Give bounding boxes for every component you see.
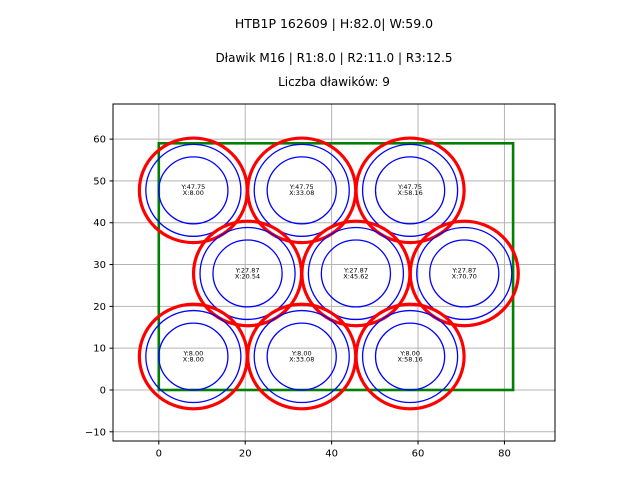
gland-label-y: Y:47.75 [289,183,314,191]
gland-label-y: Y:8.00 [182,349,203,357]
gland-label-y: Y:47.75 [397,183,422,191]
enclosure-rect [157,142,515,392]
gland: Y:47.75X:58.16 [354,136,466,245]
gland-label-x: X:8.00 [183,189,204,197]
gland-circle-r3 [354,302,466,411]
gland-circle-r2 [253,309,350,404]
gland-circle-r1 [320,239,392,308]
gland-circle-r1 [212,239,283,308]
gland-circle-r2 [361,143,459,237]
gland-circle-r1 [158,322,229,391]
gland-circle-r2 [253,143,350,237]
gland: Y:47.75X:8.00 [137,136,249,245]
plot-title: HTB1P 162609 | H:82.0| W:59.0 [234,16,434,31]
y-tick-label: 60 [93,135,106,146]
y-tick-label: 50 [93,176,106,187]
gland-label-y: Y:8.00 [399,349,420,357]
y-tick-label: 10 [93,344,106,355]
gland-circle-r3 [408,219,520,328]
gland-circle-r1 [429,239,500,308]
gland: Y:27.87X:45.62 [300,219,412,328]
y-tick-label: 30 [93,260,106,271]
x-tick-label: 0 [156,449,162,460]
gland: Y:8.00X:8.00 [137,302,249,411]
gland-circle-r2 [145,143,242,237]
gland: Y:8.00X:33.08 [246,302,358,411]
gland-circle-r1 [158,156,229,225]
gland: Y:47.75X:33.08 [246,136,358,245]
gland-label-x: X:33.08 [289,189,314,197]
y-tick-label: 0 [100,385,106,396]
x-tick-label: 40 [325,449,338,460]
gland-label-x: X:8.00 [183,355,204,363]
gland-circle-r2 [307,226,405,321]
gland-label-y: Y:27.87 [235,266,260,274]
gland-label-x: X:20.54 [235,272,260,280]
gland-label-x: X:70.70 [452,272,477,280]
gland: Y:27.87X:70.70 [408,219,520,328]
x-tick-label: 20 [239,449,252,460]
gland-label-x: X:45.62 [343,272,368,280]
gland-circle-r2 [361,309,459,404]
axes-box [112,103,556,442]
y-tick-label: 20 [93,302,106,313]
y-tick-label: 40 [93,218,106,229]
gland-circle-r2 [416,226,513,321]
y-tick-label: −10 [85,427,106,438]
gland-circle-r1 [266,156,337,225]
x-tick-label: 80 [498,449,511,460]
gland-circle-r1 [374,322,446,391]
gland-circle-r2 [145,309,242,404]
gland-circle-r3 [354,136,466,245]
gland: Y:27.87X:20.54 [191,219,304,328]
gland-label-x: X:58.16 [397,189,422,197]
gland-label-y: Y:27.87 [451,266,476,274]
x-tick-label: 60 [412,449,425,460]
gland-circle-r1 [374,156,446,225]
gland-label-y: Y:8.00 [291,349,312,357]
plot-subtitle: Dławik M16 | R1:8.0 | R2:11.0 | R3:12.5 [215,51,453,65]
gland-label-x: X:33.08 [289,355,314,363]
gland-count-label: Liczba dławików: 9 [278,75,390,89]
gland-label-x: X:58.16 [397,355,422,363]
gland-label-y: Y:27.87 [343,266,368,274]
gland-circle-r2 [199,226,296,321]
gland-label-y: Y:47.75 [180,183,205,191]
gland: Y:8.00X:58.16 [354,302,466,411]
gland-circle-r1 [266,322,337,391]
